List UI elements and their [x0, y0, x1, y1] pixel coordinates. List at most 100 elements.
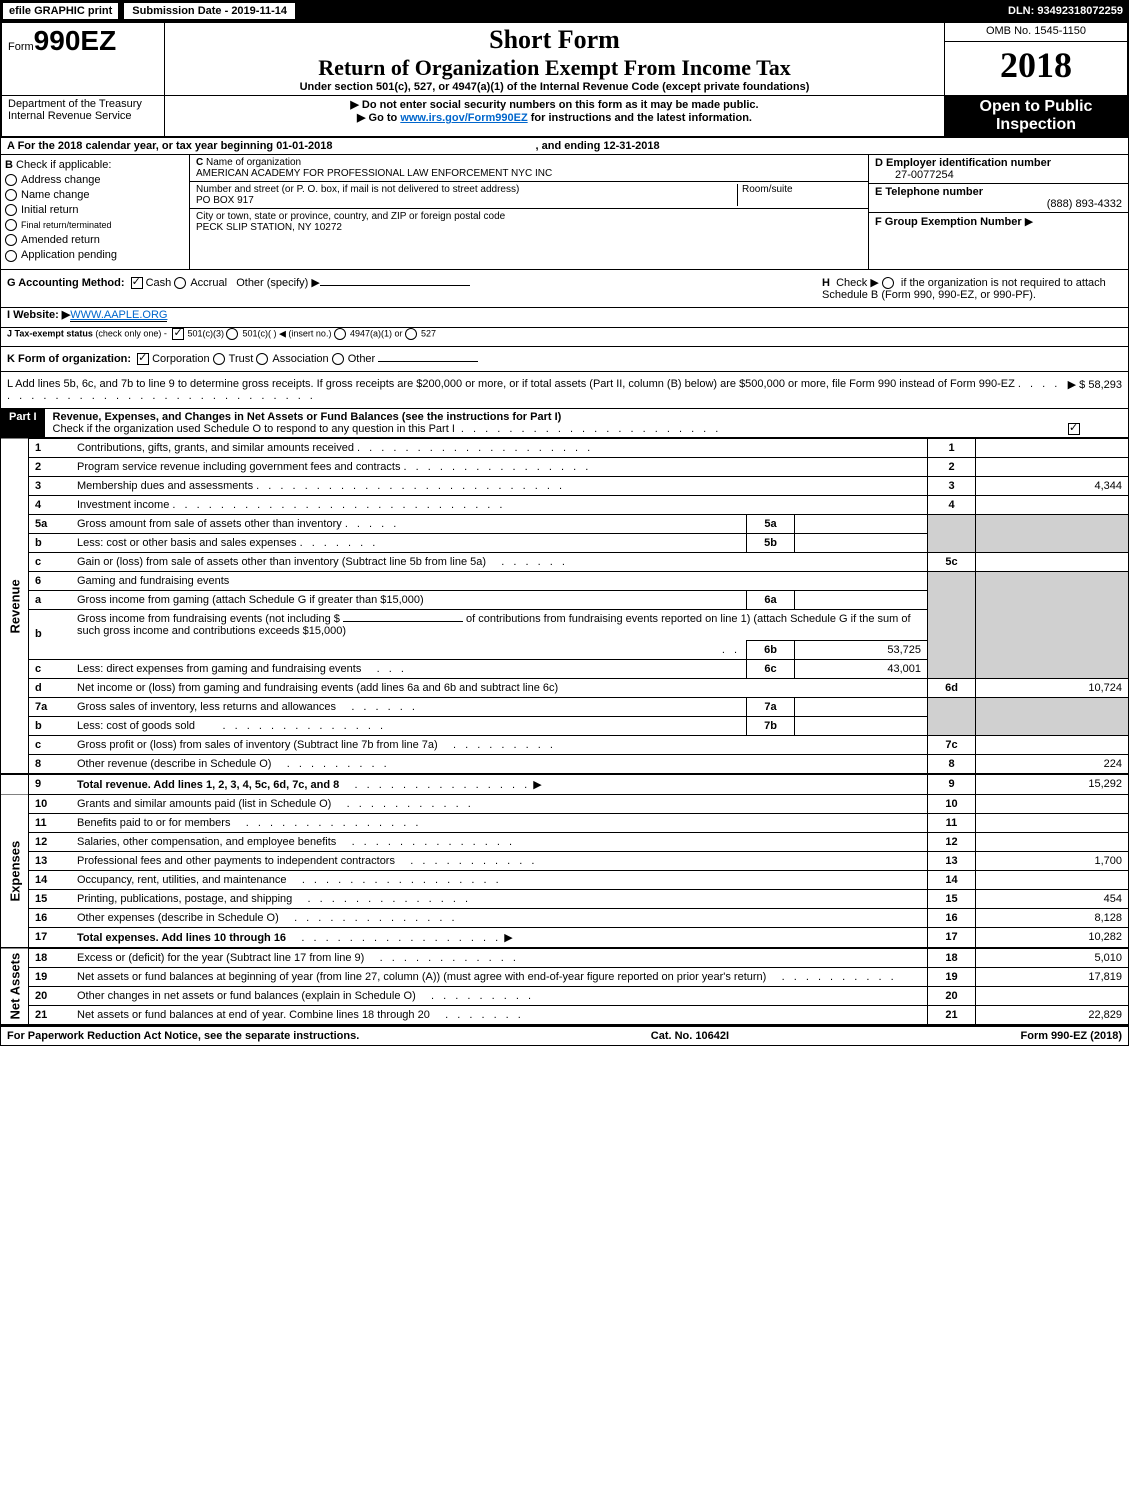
line-20-box: 20 — [928, 986, 976, 1005]
irs-label: Internal Revenue Service — [8, 110, 158, 122]
top-bar: efile GRAPHIC print Submission Date - 20… — [0, 0, 1129, 22]
line-3-val: 4,344 — [976, 476, 1129, 495]
omb-number: OMB No. 1545-1150 — [945, 23, 1129, 42]
line-12-val — [976, 832, 1129, 851]
trust-checkbox[interactable] — [213, 353, 225, 365]
section-g-label: G Accounting Method: — [7, 277, 125, 289]
return-title: Return of Organization Exempt From Incom… — [171, 55, 938, 81]
line-6d-desc: Net income or (loss) from gaming and fun… — [77, 682, 558, 694]
section-h-checkbox[interactable] — [882, 277, 894, 289]
efile-print-button[interactable]: efile GRAPHIC print — [2, 2, 119, 20]
line-1-num: 1 — [29, 438, 72, 457]
section-j-detail: (check only one) - — [95, 328, 167, 338]
line-4-num: 4 — [29, 495, 72, 514]
527-checkbox[interactable] — [405, 328, 417, 340]
line-7b-subval — [795, 716, 928, 735]
line-16-box: 16 — [928, 908, 976, 927]
line-6a-sub: 6a — [747, 590, 795, 609]
other-label: Other — [348, 353, 376, 365]
section-b: B Check if applicable: Address change Na… — [1, 155, 190, 269]
schedule-o-checkbox[interactable] — [1068, 423, 1080, 435]
4947-checkbox[interactable] — [334, 328, 346, 340]
line-7a-desc: Gross sales of inventory, less returns a… — [77, 701, 336, 713]
irs-link[interactable]: www.irs.gov/Form990EZ — [400, 112, 527, 124]
address-change-label: Address change — [21, 174, 101, 186]
line-21-desc: Net assets or fund balances at end of ye… — [77, 1009, 430, 1021]
line-8-box: 8 — [928, 754, 976, 774]
under-section-text: Under section 501(c), 527, or 4947(a)(1)… — [171, 81, 938, 93]
line-17-desc: Total expenses. Add lines 10 through 16 — [77, 932, 286, 944]
part-i-badge: Part I — [1, 409, 45, 437]
pending-checkbox[interactable] — [5, 250, 17, 262]
main-form-table: Revenue 1 Contributions, gifts, grants, … — [0, 438, 1129, 1025]
line-7c-desc: Gross profit or (loss) from sales of inv… — [77, 739, 438, 751]
501c3-checkbox[interactable] — [172, 328, 184, 340]
line-5a-desc: Gross amount from sale of assets other t… — [77, 518, 342, 530]
cash-checkbox[interactable] — [131, 277, 143, 289]
section-e-label: E Telephone number — [875, 186, 983, 198]
cat-no: Cat. No. 10642I — [651, 1030, 729, 1042]
part-i-header-row: Part I Revenue, Expenses, and Changes in… — [0, 409, 1129, 438]
section-gh: G Accounting Method: Cash Accrual Other … — [0, 270, 1129, 308]
line-9-num: 9 — [29, 774, 72, 795]
name-change-label: Name change — [21, 189, 90, 201]
line-6b-desc: Gross income from fundraising events (no… — [77, 613, 340, 625]
line-4-box: 4 — [928, 495, 976, 514]
form-header: Form990EZ Short Form Return of Organizat… — [0, 22, 1129, 138]
line-3-box: 3 — [928, 476, 976, 495]
line-18-desc: Excess or (deficit) for the year (Subtra… — [77, 952, 364, 964]
501c-checkbox[interactable] — [226, 328, 238, 340]
line-5b-sub: 5b — [747, 533, 795, 552]
cash-label: Cash — [146, 277, 172, 289]
address-change-checkbox[interactable] — [5, 174, 17, 186]
line-3-num: 3 — [29, 476, 72, 495]
section-j-label: J Tax-exempt status — [7, 328, 93, 338]
tax-year: 2018 — [945, 42, 1129, 96]
line-5a-subval — [795, 514, 928, 533]
line-19-box: 19 — [928, 967, 976, 986]
accrual-label: Accrual — [190, 277, 227, 289]
line-5c-box: 5c — [928, 552, 976, 571]
city-value: PECK SLIP STATION, NY 10272 — [196, 222, 342, 233]
line-15-box: 15 — [928, 889, 976, 908]
assoc-checkbox[interactable] — [256, 353, 268, 365]
corp-checkbox[interactable] — [137, 353, 149, 365]
line-10-val — [976, 794, 1129, 813]
street-label: Number and street (or P. O. box, if mail… — [196, 184, 519, 195]
final-return-checkbox[interactable] — [5, 219, 17, 231]
room-suite-label: Room/suite — [742, 184, 793, 195]
trust-label: Trust — [229, 353, 254, 365]
line-5a-num: 5a — [29, 514, 72, 533]
line-9-box: 9 — [928, 774, 976, 795]
website-link[interactable]: WWW.AAPLE.ORG — [70, 309, 167, 322]
name-change-checkbox[interactable] — [5, 189, 17, 201]
accrual-checkbox[interactable] — [174, 277, 186, 289]
section-a-text: A For the 2018 calendar year, or tax yea… — [7, 140, 332, 152]
section-c-label: C — [196, 157, 203, 168]
pending-label: Application pending — [21, 249, 117, 261]
amended-checkbox[interactable] — [5, 234, 17, 246]
section-k-label: K Form of organization: — [7, 353, 131, 365]
line-7b-num: b — [29, 716, 72, 735]
line-6a-subval — [795, 590, 928, 609]
initial-return-checkbox[interactable] — [5, 204, 17, 216]
line-9-val: 15,292 — [976, 774, 1129, 795]
line-2-val — [976, 457, 1129, 476]
expenses-sidebar: Expenses — [1, 794, 29, 948]
other-checkbox[interactable] — [332, 353, 344, 365]
submission-date: Submission Date - 2019-11-14 — [123, 2, 296, 20]
name-of-org-label: Name of organization — [206, 157, 301, 168]
section-f-arrow: ▶ — [1025, 216, 1033, 228]
line-16-val: 8,128 — [976, 908, 1129, 927]
section-h-check: Check ▶ — [836, 277, 879, 289]
netassets-sidebar: Net Assets — [1, 948, 29, 1025]
short-form-title: Short Form — [171, 25, 938, 55]
line-13-box: 13 — [928, 851, 976, 870]
line-16-desc: Other expenses (describe in Schedule O) — [77, 912, 279, 924]
line-5a-sub: 5a — [747, 514, 795, 533]
page-footer: For Paperwork Reduction Act Notice, see … — [0, 1025, 1129, 1046]
line-6c-desc: Less: direct expenses from gaming and fu… — [77, 663, 361, 675]
opt-501c: 501(c)( ) — [242, 328, 276, 338]
line-11-val — [976, 813, 1129, 832]
assoc-label: Association — [272, 353, 328, 365]
